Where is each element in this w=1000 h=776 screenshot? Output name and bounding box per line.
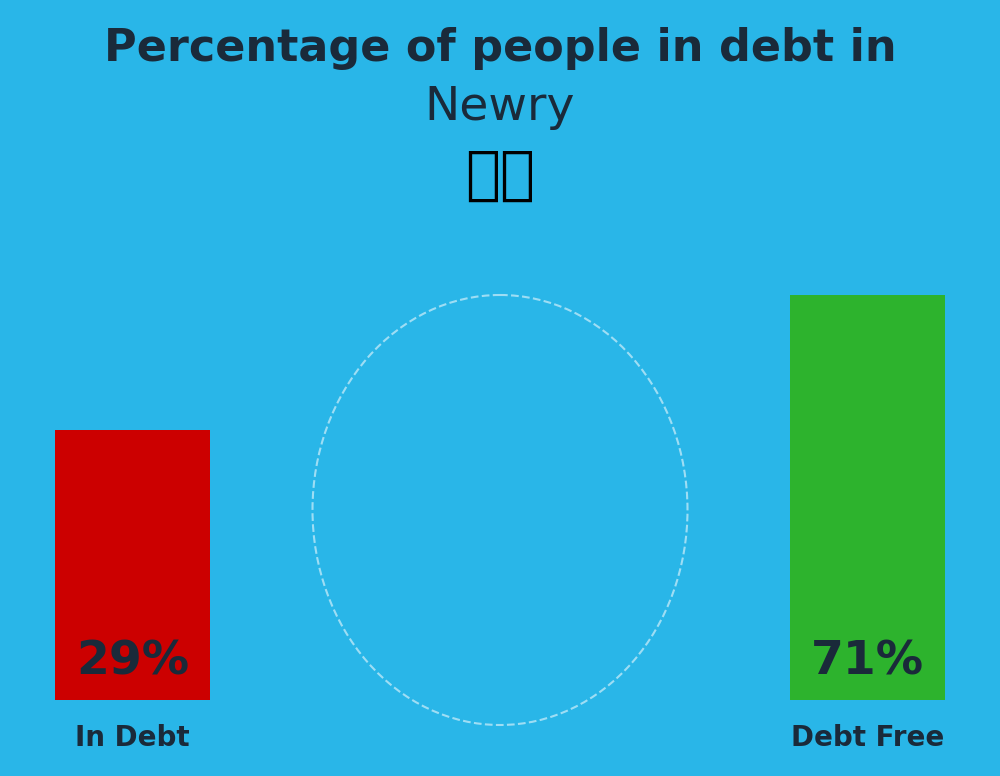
Text: Newry: Newry (425, 85, 575, 130)
Text: In Debt: In Debt (75, 724, 190, 752)
Text: 29%: 29% (76, 639, 189, 684)
Text: 71%: 71% (811, 639, 924, 684)
Text: Debt Free: Debt Free (791, 724, 944, 752)
FancyBboxPatch shape (790, 295, 945, 700)
FancyBboxPatch shape (55, 430, 210, 700)
Text: 🇬🇧: 🇬🇧 (465, 147, 535, 203)
Text: Percentage of people in debt in: Percentage of people in debt in (104, 26, 896, 70)
